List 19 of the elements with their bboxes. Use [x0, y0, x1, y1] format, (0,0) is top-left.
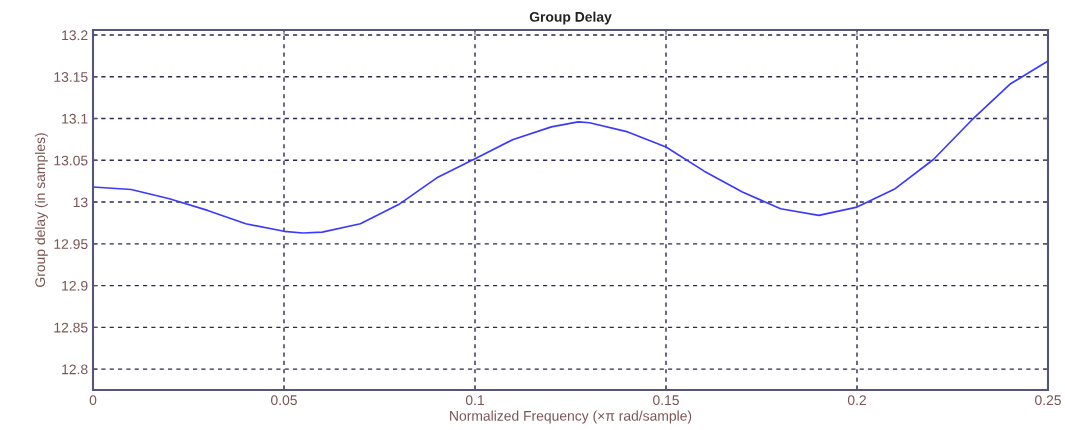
y-tick-label: 13.15 [54, 72, 88, 82]
y-tick-label: 12.8 [62, 364, 88, 375]
x-tick-label: 0.25 [1035, 395, 1061, 406]
chart-title: Group Delay [529, 11, 612, 25]
y-tick-label: 13.1 [62, 113, 88, 124]
y-tick-label: 13 [73, 197, 88, 208]
x-tick-label: 0 [89, 395, 97, 406]
y-tick-label: 12.85 [54, 322, 88, 333]
x-tick-label: 0.2 [847, 395, 866, 406]
x-tick-label: 0.1 [465, 395, 484, 406]
x-tick-label: 0.15 [653, 395, 679, 406]
y-tick-label: 12.9 [62, 280, 88, 291]
y-tick-label: 12.95 [54, 239, 88, 249]
y-tick-label: 13.05 [54, 155, 88, 166]
y-axis-title: Group delay (in samples) [34, 133, 48, 287]
y-tick-label: 13.2 [62, 30, 88, 41]
line-series [93, 60, 1048, 234]
x-axis-title: Normalized Frequency (×π rad/sample) [450, 410, 692, 424]
x-tick-label: 0.05 [271, 395, 297, 406]
